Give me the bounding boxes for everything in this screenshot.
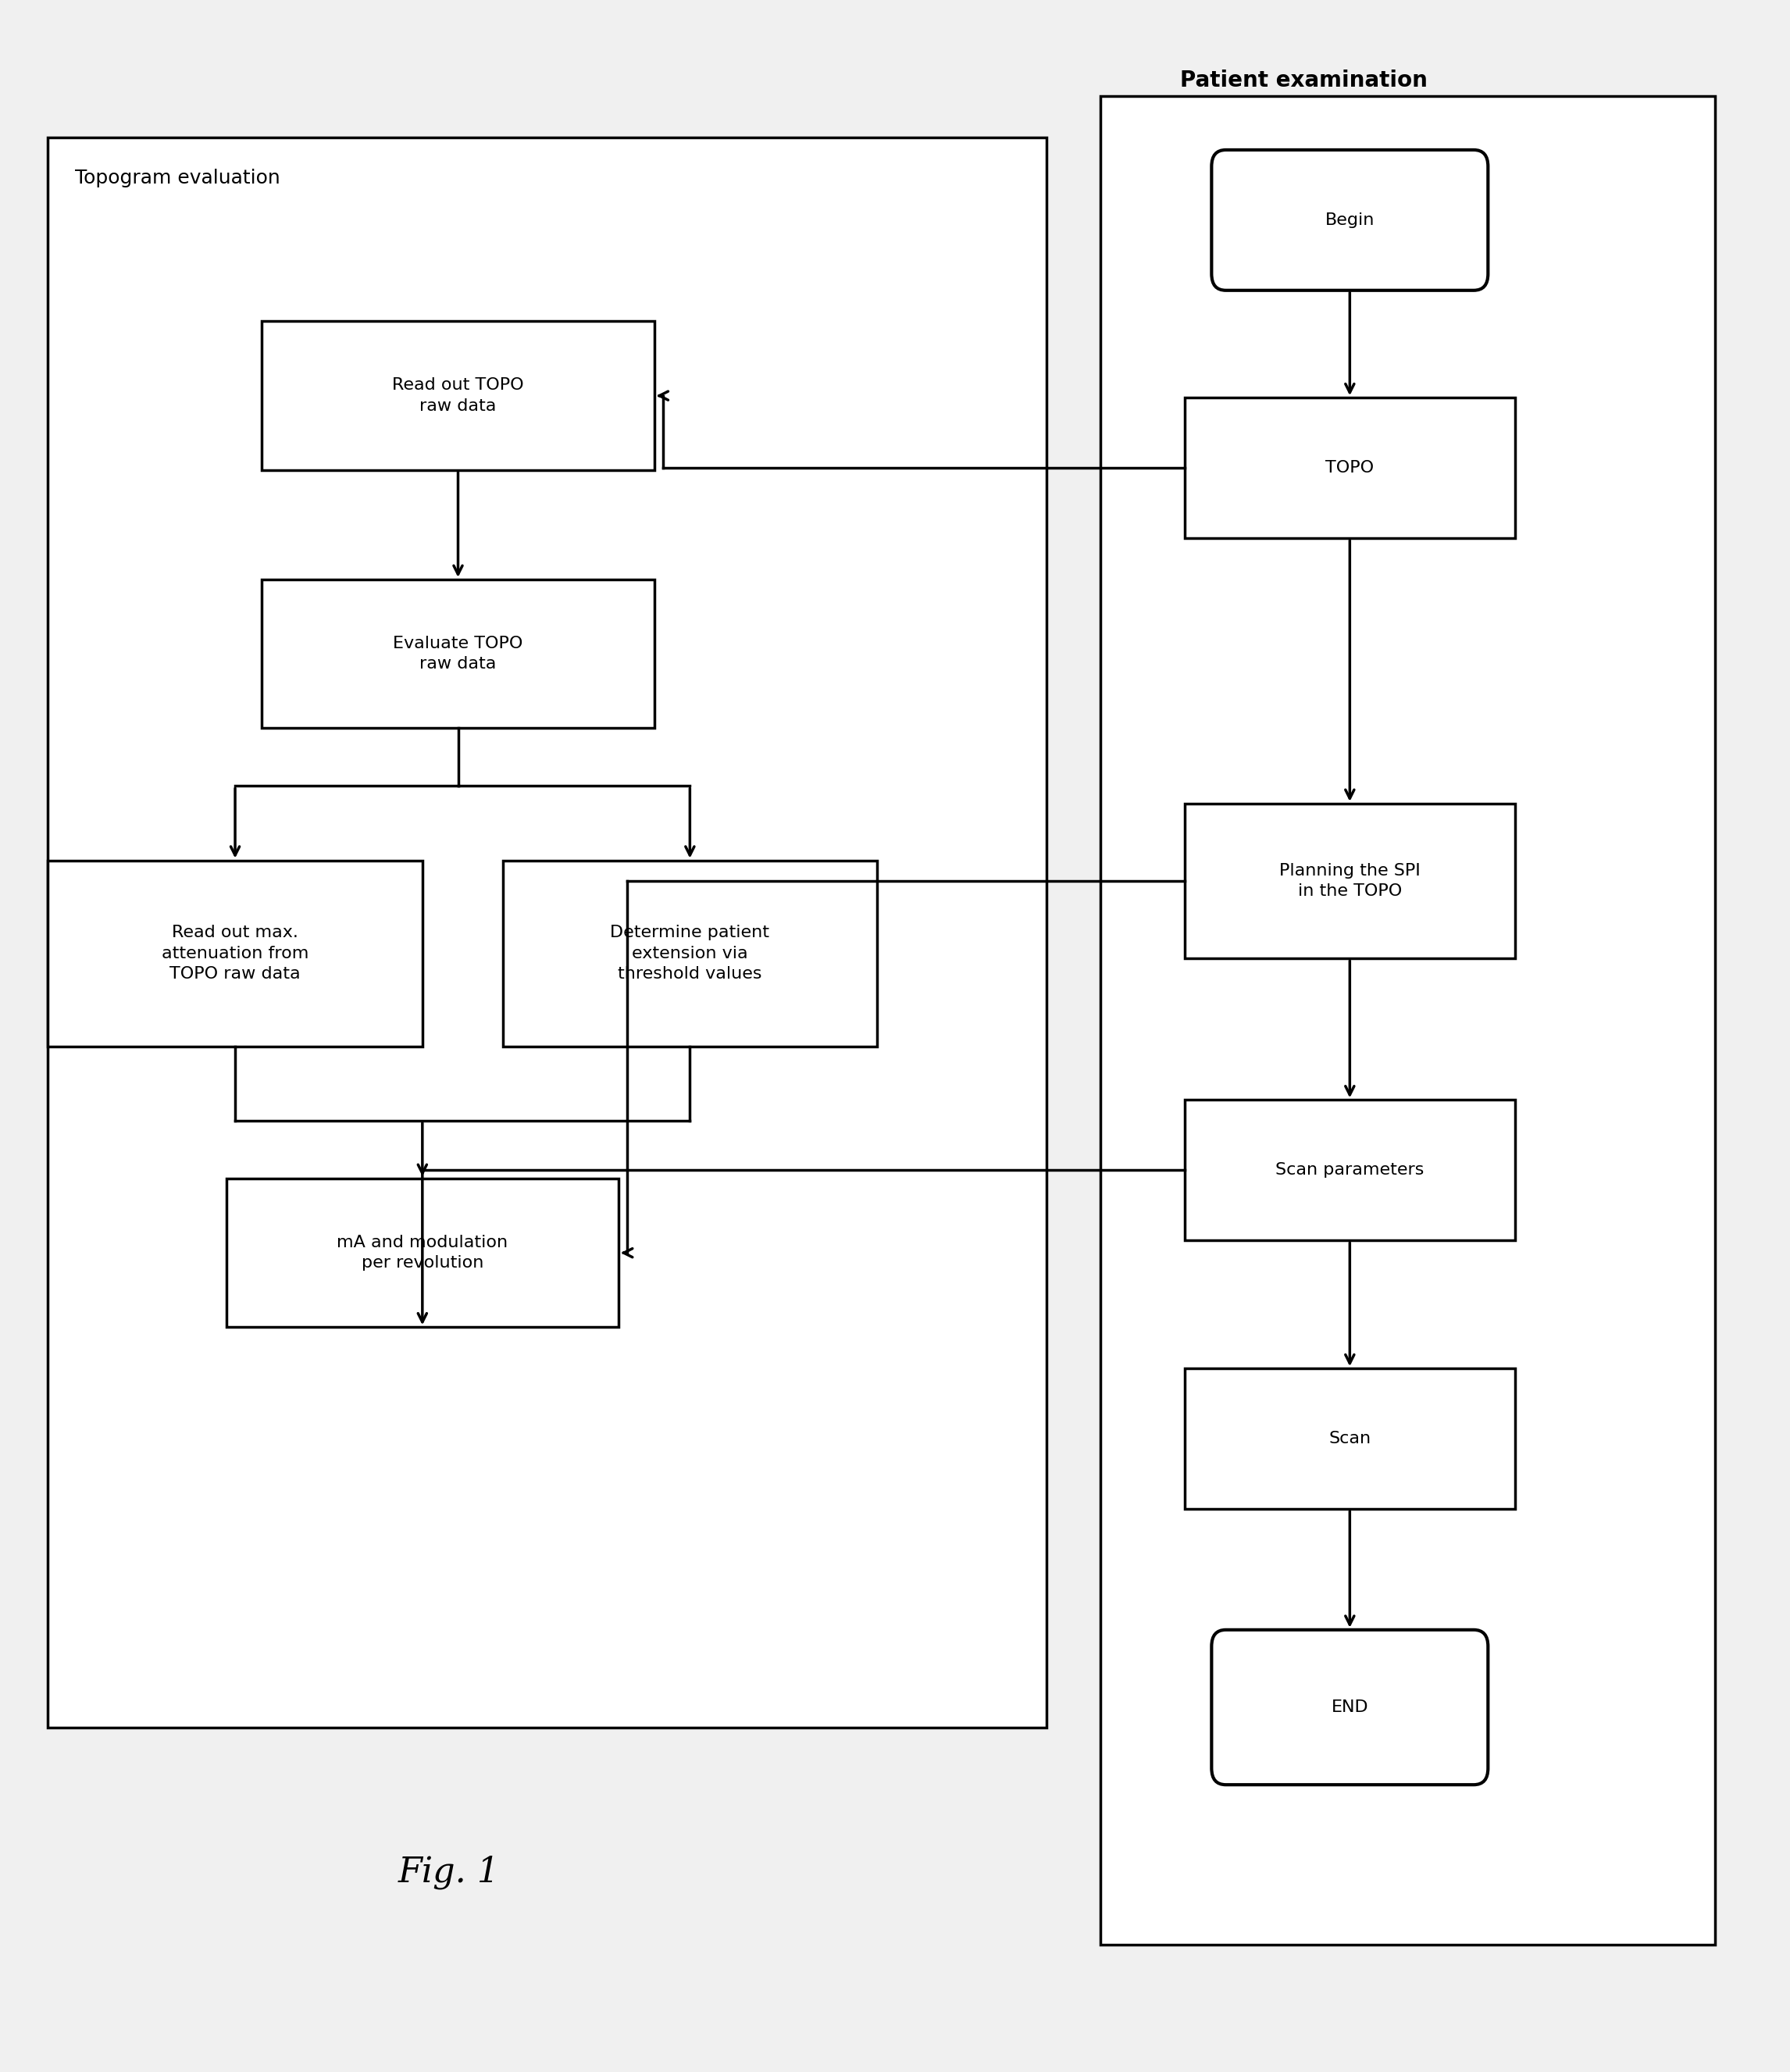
Text: Read out TOPO
raw data: Read out TOPO raw data — [392, 377, 524, 414]
Text: Evaluate TOPO
raw data: Evaluate TOPO raw data — [394, 636, 523, 671]
Text: Planning the SPI
in the TOPO: Planning the SPI in the TOPO — [1280, 862, 1421, 899]
FancyBboxPatch shape — [1185, 398, 1514, 539]
Text: Scan parameters: Scan parameters — [1276, 1162, 1425, 1179]
FancyBboxPatch shape — [226, 1179, 619, 1328]
Text: Patient examination: Patient examination — [1180, 68, 1428, 91]
Text: Determine patient
extension via
threshold values: Determine patient extension via threshol… — [610, 924, 770, 982]
FancyBboxPatch shape — [1185, 804, 1514, 959]
FancyBboxPatch shape — [261, 321, 653, 470]
Text: Scan: Scan — [1328, 1432, 1371, 1446]
Text: TOPO: TOPO — [1326, 460, 1375, 477]
FancyBboxPatch shape — [1185, 1100, 1514, 1241]
Text: Read out max.
attenuation from
TOPO raw data: Read out max. attenuation from TOPO raw … — [161, 924, 308, 982]
Text: Topogram evaluation: Topogram evaluation — [75, 168, 279, 186]
FancyBboxPatch shape — [1212, 149, 1487, 290]
Text: Fig. 1: Fig. 1 — [397, 1857, 499, 1890]
FancyBboxPatch shape — [503, 860, 877, 1046]
FancyBboxPatch shape — [48, 137, 1047, 1728]
Text: Begin: Begin — [1325, 211, 1375, 228]
FancyBboxPatch shape — [1212, 1631, 1487, 1784]
FancyBboxPatch shape — [1185, 1368, 1514, 1508]
Text: END: END — [1332, 1699, 1368, 1716]
FancyBboxPatch shape — [261, 580, 653, 727]
FancyBboxPatch shape — [48, 860, 422, 1046]
FancyBboxPatch shape — [1101, 95, 1715, 1946]
Text: mA and modulation
per revolution: mA and modulation per revolution — [337, 1235, 508, 1270]
